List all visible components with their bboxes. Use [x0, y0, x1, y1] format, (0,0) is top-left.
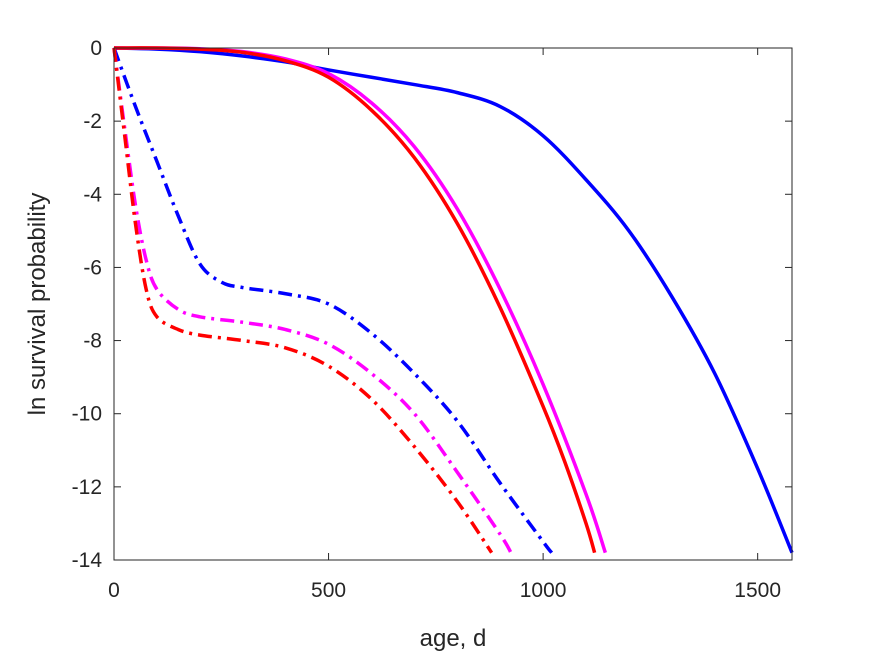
series-line-6 — [112, 47, 494, 554]
series-line-1 — [113, 46, 794, 554]
y-tick-label: -2 — [83, 110, 102, 133]
y-tick-label: -6 — [83, 256, 102, 279]
y-tick-label: -4 — [83, 183, 102, 206]
series-line-5 — [112, 47, 513, 554]
x-axis-label: age, d — [420, 625, 487, 652]
x-tick-label: 500 — [311, 579, 346, 602]
y-tick-label: -10 — [72, 403, 102, 426]
plot-background — [114, 48, 792, 560]
series-line-3 — [113, 46, 597, 554]
y-tick-label: -8 — [83, 330, 102, 353]
y-tick-label: 0 — [90, 37, 102, 60]
y-tick-label: -14 — [72, 549, 103, 572]
x-tick-label: 0 — [108, 579, 120, 602]
plot-frame — [113, 47, 793, 561]
series-line-4 — [112, 47, 554, 554]
x-tick-label: 1000 — [520, 579, 567, 602]
y-tick-label: -12 — [72, 476, 102, 499]
y-axis-label: ln survival probability — [24, 193, 51, 416]
series-layer — [112, 46, 794, 554]
x-tick-label: 1500 — [734, 579, 781, 602]
axis-layer: 0 500 1000 1500 0 -2 -4 -6 -8 -10 -12 -14 — [72, 37, 792, 602]
